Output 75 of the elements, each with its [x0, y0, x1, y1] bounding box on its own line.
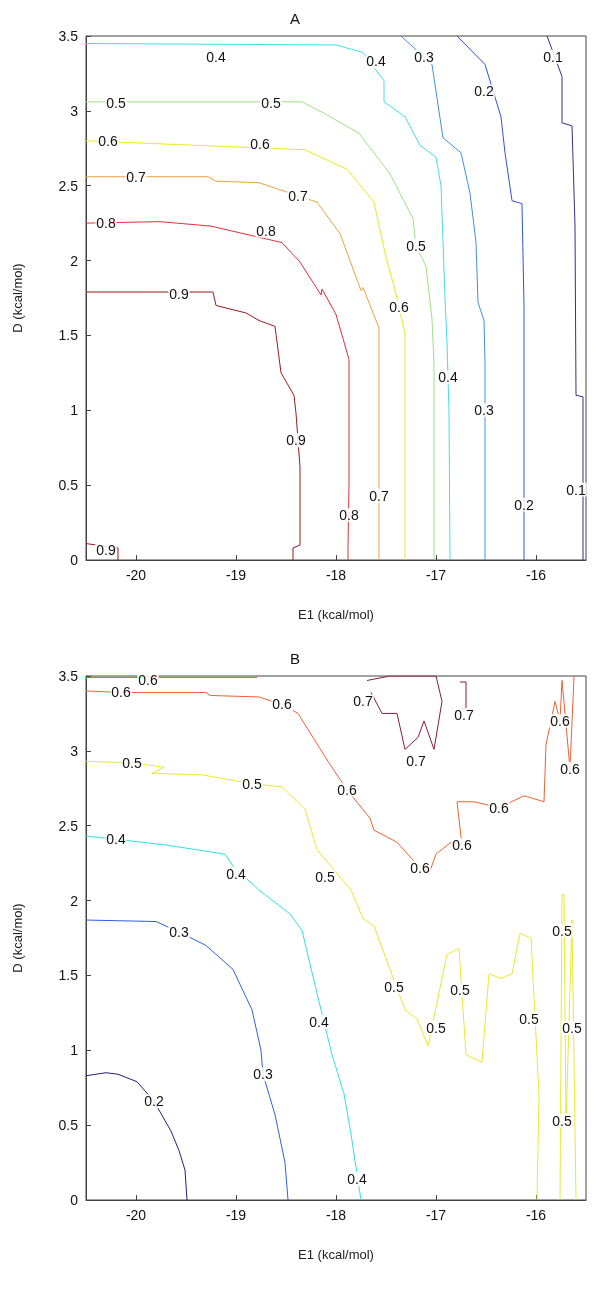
annotation: 0.5 [552, 1112, 572, 1129]
chart-title: B [289, 650, 301, 667]
x-axis-title: E1 (kcal/mol) [298, 1247, 374, 1262]
annotation: 0.2 [514, 496, 534, 513]
annotation: 0.3 [414, 48, 434, 65]
annotation: 0.8 [256, 222, 276, 239]
y-tick-label: 2.5 [58, 817, 79, 834]
x-tick-label: -16 [525, 1207, 547, 1223]
annotation: 0.8 [339, 507, 359, 524]
x-tick-label: -19 [225, 567, 247, 583]
y-tick-label: 1.5 [58, 967, 79, 984]
annotation: 0.7 [454, 706, 474, 723]
annotation: 0.9 [286, 432, 306, 449]
annotation: 0.4 [309, 1013, 329, 1030]
y-tick-label: 3.5 [58, 28, 79, 44]
y-tick-label: 0.5 [58, 1117, 79, 1134]
annotation: 0.7 [288, 188, 308, 205]
y-tick-label: 1.5 [58, 327, 79, 344]
annotation: 0.7 [353, 693, 373, 710]
x-tick-label: -17 [425, 567, 447, 583]
annotation: 0.7 [369, 487, 389, 504]
y-tick-label: 3.5 [58, 668, 79, 684]
y-tick-label: 3 [70, 742, 79, 759]
annotation: 0.5 [519, 1010, 539, 1027]
annotation: 0.4 [206, 48, 226, 65]
chart-title: A [289, 10, 301, 27]
y-tick-label: 3 [70, 102, 79, 119]
annotation: 0.6 [138, 672, 158, 689]
annotation: 0.2 [474, 83, 494, 100]
annotation: 0.5 [261, 95, 281, 112]
annotation: 0.5 [106, 95, 126, 112]
y-tick-label: 0.5 [58, 477, 79, 494]
y-tick-label: 2 [70, 892, 79, 909]
annotation: 0.5 [552, 922, 572, 939]
x-tick-label: -18 [325, 567, 347, 583]
x-axis-title: E1 (kcal/mol) [298, 607, 374, 622]
annotation: 0.6 [337, 781, 357, 798]
y-tick-label: 0 [70, 1192, 79, 1208]
annotation: 0.5 [562, 1019, 582, 1036]
y-tick-label: 0 [70, 552, 79, 568]
annotation: 0.2 [144, 1093, 164, 1110]
y-tick-label: 2.5 [58, 177, 79, 194]
annotation: 0.8 [96, 215, 116, 232]
annotation: 0.7 [406, 753, 426, 770]
annotation: 0.4 [347, 1171, 367, 1188]
annotation: 0.1 [543, 48, 563, 65]
annotation: 0.6 [560, 760, 580, 777]
annotation: 0.1 [566, 481, 586, 498]
y-tick-label: 1 [70, 402, 79, 419]
annotation: 0.6 [98, 132, 118, 149]
x-tick-label: -20 [125, 1207, 147, 1223]
x-tick-label: -18 [325, 1207, 347, 1223]
annotation: 0.4 [438, 369, 458, 386]
annotation: 0.3 [474, 402, 494, 419]
annotation: 0.5 [450, 982, 470, 999]
annotation: 0.5 [315, 868, 335, 885]
annotation: 0.6 [250, 135, 270, 152]
y-axis-title: D (kcal/mol) [10, 263, 25, 333]
annotation: 0.5 [406, 237, 426, 254]
annotation: 0.9 [169, 285, 189, 302]
annotation: 0.4 [226, 865, 246, 882]
x-tick-label: -16 [525, 567, 547, 583]
annotation: 0.5 [426, 1019, 446, 1036]
y-tick-label: 1 [70, 1042, 79, 1059]
annotation: 0.7 [126, 168, 146, 185]
x-tick-label: -20 [125, 567, 147, 583]
annotation: 0.9 [96, 541, 116, 558]
annotation: 0.6 [389, 298, 409, 315]
y-tick-label: 2 [70, 252, 79, 269]
annotation: 0.5 [384, 979, 404, 996]
x-tick-label: -19 [225, 1207, 247, 1223]
x-tick-label: -17 [425, 1207, 447, 1223]
y-axis-title: D (kcal/mol) [10, 903, 25, 973]
annotation: 0.3 [253, 1066, 273, 1083]
annotation: 0.4 [366, 53, 386, 70]
